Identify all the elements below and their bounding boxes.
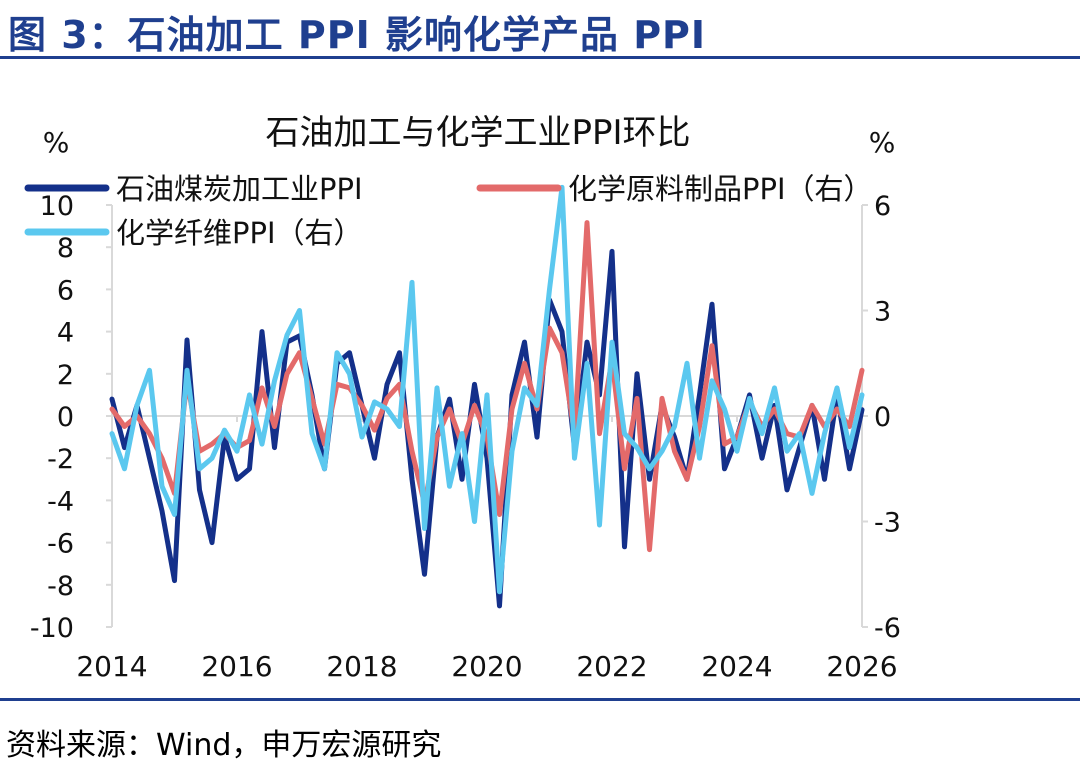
x-tick-label: 2020 xyxy=(451,650,522,683)
legend: 石油煤炭加工业PPI 化学原料制品PPI（右） 化学纤维PPI（右） xyxy=(24,172,873,250)
left-tick-label: 0 xyxy=(57,402,74,433)
right-axis-unit: % xyxy=(869,126,896,159)
left-tick-label: 10 xyxy=(40,191,74,222)
left-tick-label: -4 xyxy=(47,486,74,517)
series-layer xyxy=(109,184,865,609)
title-rule xyxy=(0,56,1080,59)
right-tick-label: -3 xyxy=(874,508,901,539)
left-tick-label: 8 xyxy=(57,233,74,264)
left-tick-label: 4 xyxy=(57,318,74,349)
right-tick-label: 3 xyxy=(874,297,891,328)
x-tick-label: 2024 xyxy=(701,650,772,683)
left-tick-label: 2 xyxy=(57,360,74,391)
x-tick-label: 2022 xyxy=(576,650,647,683)
right-tick-label: 0 xyxy=(874,402,891,433)
right-tick-label: 6 xyxy=(874,191,891,222)
source-note: 资料来源：Wind，申万宏源研究 xyxy=(6,728,442,763)
x-tick-label: 2026 xyxy=(826,650,897,683)
legend-label-3: 化学纤维PPI（右） xyxy=(116,216,363,250)
x-tick-label: 2014 xyxy=(76,650,147,683)
left-tick-label: -8 xyxy=(47,571,74,602)
x-tick-label: 2018 xyxy=(326,650,397,683)
figure-title: 图 3：石油加工 PPI 影响化学产品 PPI xyxy=(8,13,707,57)
legend-label-2: 化学原料制品PPI（右） xyxy=(568,172,873,206)
left-tick-label: -6 xyxy=(47,529,74,560)
left-tick-label: -10 xyxy=(30,613,74,644)
x-tick-label: 2016 xyxy=(201,650,272,683)
source-rule xyxy=(0,698,1080,701)
left-tick-label: 6 xyxy=(57,275,74,306)
left-tick-label: -2 xyxy=(47,444,74,475)
right-tick-label: -6 xyxy=(874,613,901,644)
legend-label-1: 石油煤炭加工业PPI xyxy=(116,172,363,206)
chart: 石油加工与化学工业PPI环比 % % 10 8 6 4 2 0 -2 -4 -6 -8 -10 6 3 0… xyxy=(24,113,901,683)
left-axis-unit: % xyxy=(43,126,70,159)
axes: 10 8 6 4 2 0 -2 -4 -6 -8 -10 6 3 0 -3 -6 2014 2016 2018 202… xyxy=(30,191,901,683)
series-line-3 xyxy=(109,184,865,595)
chart-title: 石油加工与化学工业PPI环比 xyxy=(265,113,690,153)
series-line-2 xyxy=(109,220,865,553)
